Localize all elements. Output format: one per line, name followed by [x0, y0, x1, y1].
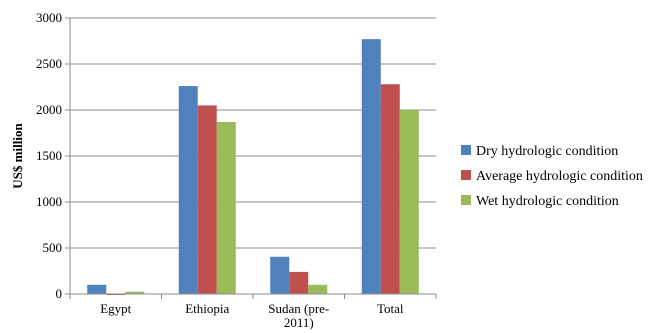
bar — [178, 86, 198, 294]
legend-item: Average hydrologic condition — [461, 169, 643, 184]
legend-swatch — [461, 145, 471, 155]
y-axis-label: US$ million — [10, 123, 25, 189]
bars — [87, 39, 419, 295]
y-tick-label: 2500 — [36, 56, 62, 71]
axes — [69, 18, 437, 299]
bar — [289, 271, 309, 294]
x-tick-label: Sudan (pre- — [268, 301, 329, 316]
legend-swatch — [461, 170, 471, 180]
y-tick-label: 1000 — [36, 194, 62, 209]
bar — [380, 84, 400, 295]
y-tick-label: 0 — [56, 286, 63, 301]
bar — [361, 39, 381, 294]
x-tick-label: Total — [377, 301, 404, 316]
x-tick-label: Ethiopia — [185, 301, 229, 316]
legend-label: Wet hydrologic condition — [476, 194, 619, 209]
bar — [270, 256, 290, 294]
y-tick-label: 1500 — [36, 148, 62, 163]
y-tick-label: 3000 — [36, 10, 62, 25]
legend-label: Average hydrologic condition — [476, 169, 643, 184]
x-tick-labels: Egypt Ethiopia Sudan (pre-2011) Total — [100, 301, 404, 330]
legend-label: Dry hydrologic condition — [476, 144, 618, 159]
bar — [87, 284, 107, 294]
legend-swatch — [461, 195, 471, 205]
x-tick-label: 2011) — [284, 315, 314, 330]
y-tick-labels: 0 500 1000 1500 2000 2500 3000 — [36, 10, 62, 301]
legend-item: Wet hydrologic condition — [461, 194, 619, 209]
bar — [197, 105, 217, 295]
legend-item: Dry hydrologic condition — [461, 144, 618, 159]
y-tick-label: 2000 — [36, 102, 62, 117]
bar — [399, 110, 419, 294]
bar — [308, 284, 328, 294]
y-tick-label: 500 — [43, 240, 63, 255]
legend: Dry hydrologic condition Average hydrolog… — [461, 144, 643, 209]
bar — [216, 121, 236, 295]
x-tick-label: Egypt — [100, 301, 131, 316]
bar — [125, 291, 145, 294]
